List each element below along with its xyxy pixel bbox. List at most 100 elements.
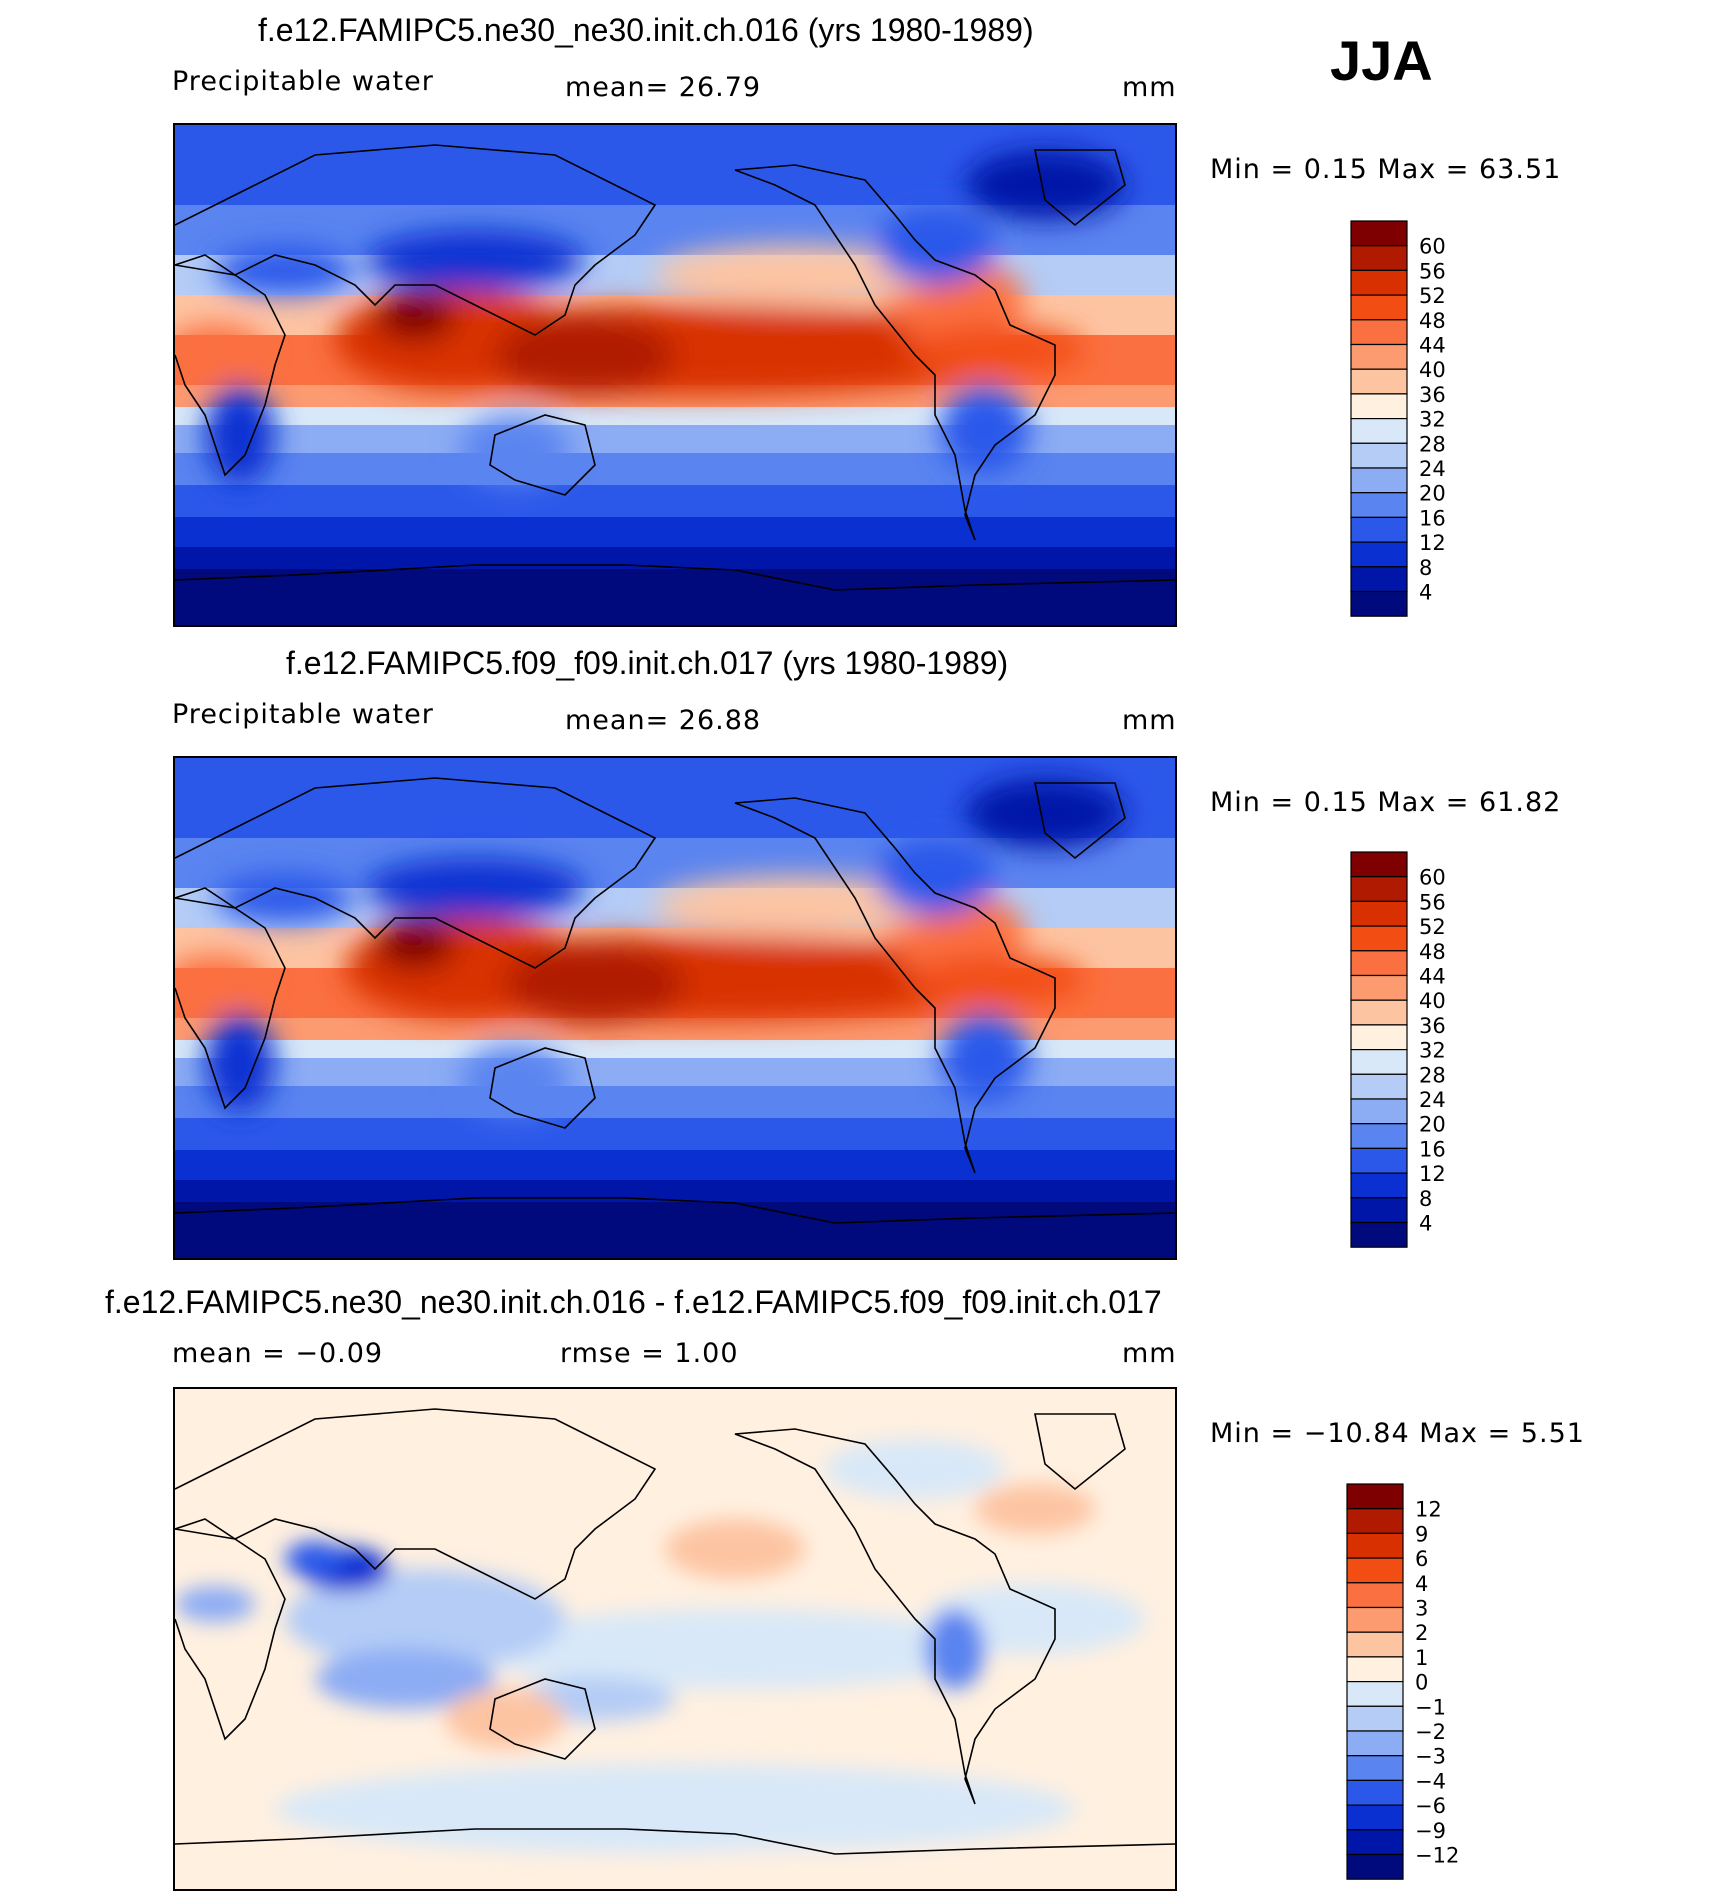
colorbar-tick-label: 1 — [1415, 1646, 1428, 1670]
moisture-blob — [175, 955, 265, 1005]
colorbar-segment — [1346, 1755, 1404, 1782]
coastline-antarctica — [175, 1197, 1175, 1224]
colorbar-tick-label: 44 — [1419, 334, 1446, 358]
coastline-americas — [734, 797, 1056, 1174]
moisture-blob — [940, 385, 1030, 475]
colorbar-segment — [1350, 393, 1408, 420]
band — [175, 1180, 1175, 1202]
coastline-australia — [489, 1678, 596, 1760]
moisture-blob — [940, 1013, 1030, 1103]
colorbar-segment — [1346, 1656, 1404, 1683]
colorbar-tick-label: 40 — [1419, 989, 1446, 1013]
colorbar-segment — [1350, 1147, 1408, 1174]
moisture-blob — [365, 858, 585, 918]
colorbar-tick-label: −9 — [1415, 1819, 1446, 1843]
colorbar-tick-label: 32 — [1419, 1039, 1446, 1063]
colorbar-tick-label: 48 — [1419, 309, 1446, 333]
band — [175, 569, 1175, 625]
difference-map — [173, 1387, 1177, 1891]
anomaly-blob — [445, 1689, 565, 1749]
moisture-blob — [205, 1013, 275, 1113]
colorbar-tick-label: −12 — [1415, 1844, 1459, 1868]
band — [175, 1086, 1175, 1118]
band — [175, 547, 1175, 569]
colorbar-segment — [1350, 590, 1408, 617]
colorbar-segment — [1350, 269, 1408, 296]
panel-title: f.e12.FAMIPC5.f09_f09.init.ch.017 (yrs 1… — [286, 645, 1009, 681]
colorbar-segment — [1350, 442, 1408, 469]
colorbar: 60 56 52 48 44 40 36 32 28 24 20 16 12 8 4 — [1350, 851, 1471, 1252]
colorbar-tick-label: 56 — [1419, 259, 1446, 283]
colorbar-tick-label: −6 — [1415, 1794, 1446, 1818]
colorbar-segment — [1350, 294, 1408, 321]
units-label: mm — [1122, 705, 1177, 736]
colorbar-segment — [1350, 851, 1408, 878]
colorbar-segment — [1350, 999, 1408, 1026]
colorbar-tick-label: 56 — [1419, 890, 1446, 914]
colorbar-segment — [1350, 467, 1408, 494]
min-max-label: Min = 0.15 Max = 61.82 — [1210, 787, 1562, 818]
colorbar-segment — [1350, 319, 1408, 346]
colorbar-segment — [1350, 1024, 1408, 1051]
moisture-blob — [875, 205, 995, 285]
coastline-greenland — [1034, 149, 1126, 227]
colorbar-tick-label: 9 — [1415, 1522, 1428, 1546]
colorbar-tick-label: 4 — [1419, 581, 1432, 605]
coastlines — [175, 144, 1175, 591]
colorbar-segment — [1346, 1483, 1404, 1510]
moisture-blob — [905, 325, 1085, 375]
colorbar-segment — [1346, 1631, 1404, 1658]
rmse-label: rmse = 1.00 — [560, 1338, 739, 1369]
moisture-blob — [175, 325, 265, 375]
colorbar-segment — [1350, 925, 1408, 952]
colorbar-tick-label: 0 — [1415, 1671, 1428, 1695]
coastline-antarctica — [175, 1828, 1175, 1855]
moisture-blob — [375, 918, 455, 968]
mean-label: mean = −0.09 — [172, 1338, 384, 1369]
colorbar: 12 9 6 4 3 2 1 0 −1 −2 −3 −4 −6 −9 −12 — [1346, 1483, 1467, 1884]
units-label: mm — [1122, 1338, 1177, 1369]
moisture-blob — [505, 943, 685, 1023]
colorbar-tick-label: 20 — [1419, 1113, 1446, 1137]
colorbar-tick-label: 48 — [1419, 940, 1446, 964]
colorbar-segment — [1350, 492, 1408, 519]
units-label: mm — [1122, 72, 1177, 103]
colorbar-segment — [1350, 1221, 1408, 1248]
anomaly-blob — [825, 1439, 1005, 1499]
coastline-eurasia — [175, 1408, 657, 1600]
moisture-blob — [215, 873, 355, 923]
band — [175, 838, 1175, 888]
coastline-greenland — [1034, 1413, 1126, 1491]
moisture-blob — [495, 315, 675, 395]
anomaly-blob — [285, 1569, 565, 1669]
colorbar-segment — [1350, 1049, 1408, 1075]
moisture-blob — [965, 150, 1125, 220]
band — [175, 453, 1175, 485]
anomaly-blob — [275, 1764, 1075, 1854]
colorbar-segment — [1350, 1073, 1408, 1100]
anomaly-blob — [925, 1609, 985, 1689]
moisture-blob — [965, 778, 1125, 848]
colorbar-segment — [1350, 974, 1408, 1001]
colorbar-segment — [1350, 368, 1408, 395]
band — [175, 385, 1175, 407]
colorbar-tick-label: 28 — [1419, 1063, 1446, 1087]
colorbar-tick-label: 44 — [1419, 965, 1446, 989]
colorbar-tick-label: 8 — [1419, 556, 1432, 580]
anomaly-blob — [315, 1649, 495, 1709]
colorbar-tick-label: 4 — [1419, 1212, 1432, 1236]
anomaly-blob — [975, 1484, 1095, 1534]
coastline-australia — [489, 414, 596, 496]
band — [175, 1150, 1175, 1180]
anomaly-blob — [475, 1609, 995, 1689]
colorbar-tick-label: 60 — [1419, 235, 1446, 259]
anomaly-blob — [175, 1586, 255, 1622]
band — [175, 1202, 1175, 1258]
mean-label: mean= 26.88 — [565, 705, 762, 736]
colorbar-segment — [1346, 1532, 1404, 1559]
moisture-blob — [460, 1045, 570, 1115]
colorbar-tick-label: 6 — [1415, 1547, 1428, 1571]
